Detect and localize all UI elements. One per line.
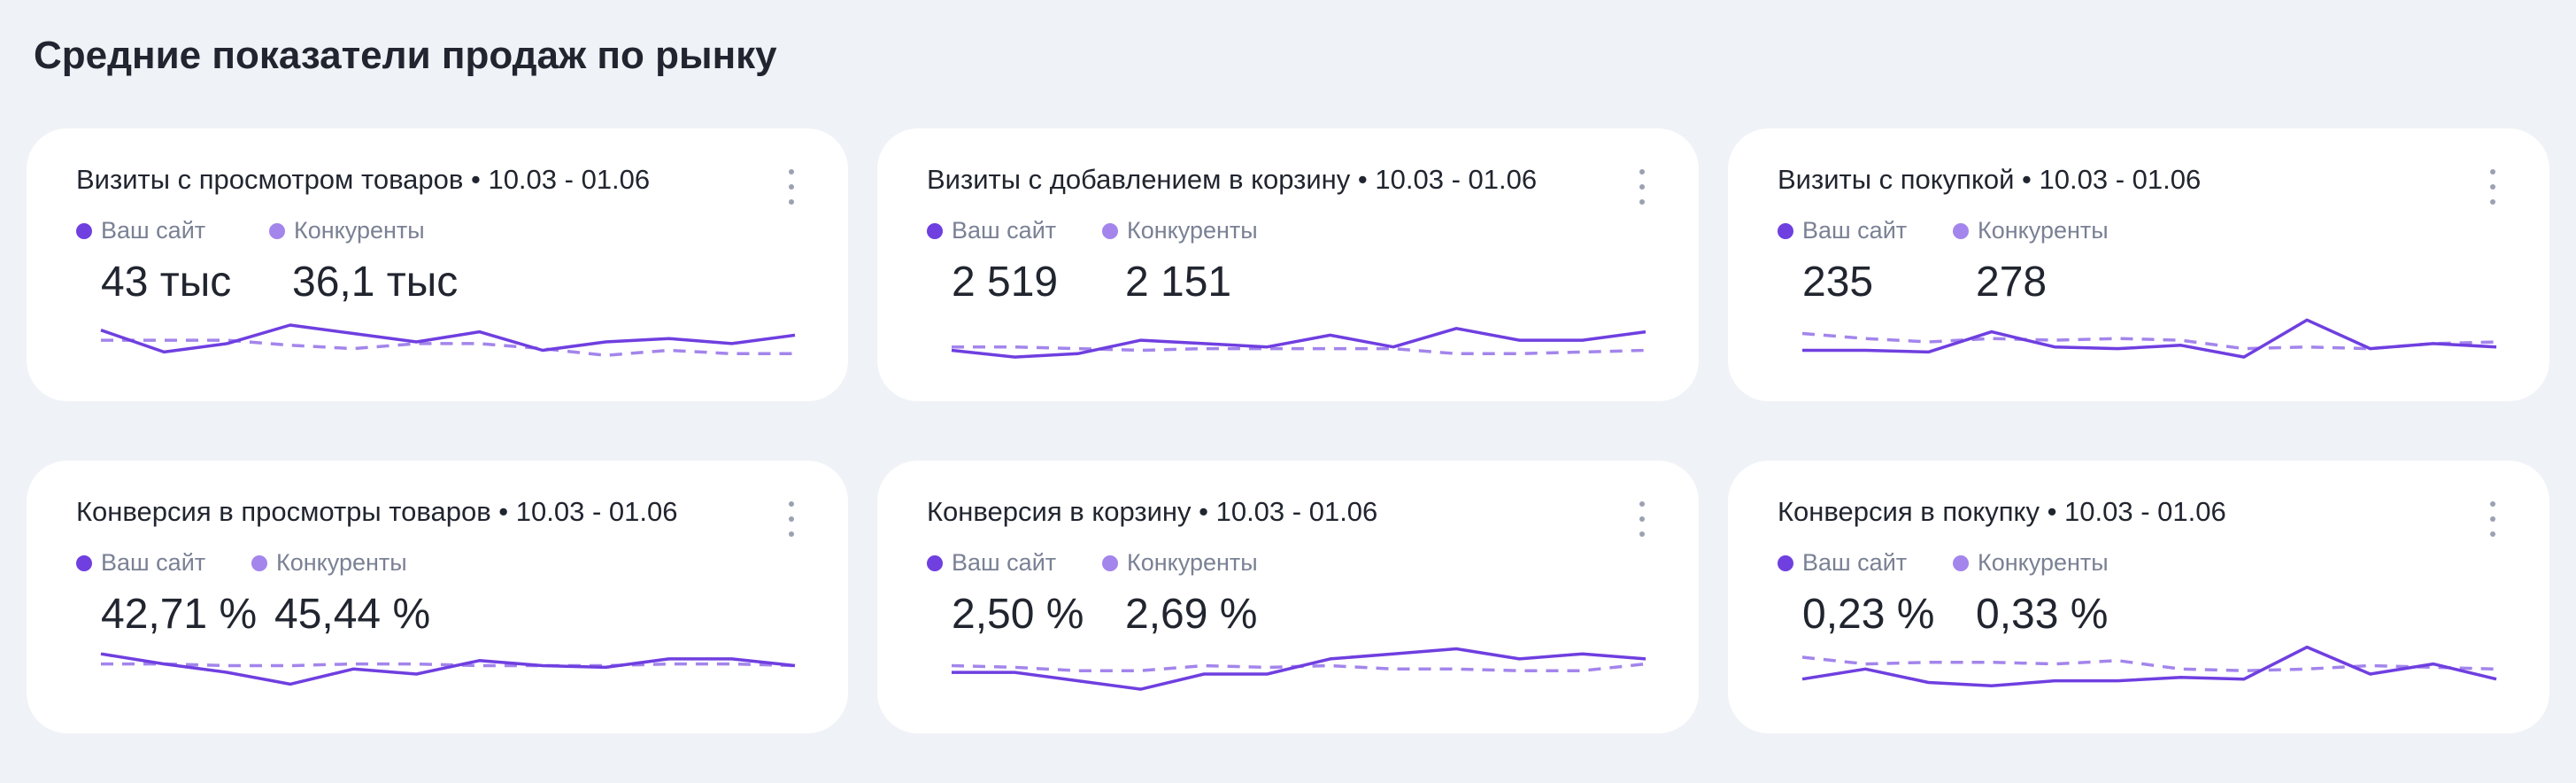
page-title: Средние показатели продаж по рынку [34, 34, 777, 77]
legend-own-label: Ваш сайт [1802, 549, 1908, 576]
competitors-series-line [101, 662, 796, 668]
legend-own: Ваш сайт [1778, 217, 1907, 244]
own-series-line [951, 327, 1647, 359]
more-menu-icon[interactable] [783, 169, 800, 205]
legend-own: Ваш сайт [927, 549, 1056, 577]
legend-competitors-label: Конкуренты [1978, 217, 2109, 244]
own-dot-icon [927, 222, 943, 239]
competitors-value: 2,69 % [1125, 591, 1258, 638]
card-title: Конверсия в просмотры товаров • 10.03 - … [76, 496, 678, 527]
legend-competitors-label: Конкуренты [294, 217, 425, 244]
own-value: 0,23 % [1802, 591, 1935, 638]
own-dot-icon [76, 222, 92, 239]
own-series-line [100, 323, 796, 354]
own-value: 235 [1802, 259, 1874, 306]
legend-own-label: Ваш сайт [952, 217, 1057, 244]
card-title: Визиты с просмотром товаров • 10.03 - 01… [76, 164, 651, 195]
sparkline-chart [1801, 645, 2497, 688]
sparkline-chart [951, 327, 1647, 359]
own-dot-icon [927, 554, 943, 571]
competitors-value: 0,33 % [1976, 591, 2109, 638]
metric-card: Визиты с просмотром товаров • 10.03 - 01… [27, 128, 848, 401]
legend-competitors: Конкуренты [1953, 549, 2109, 577]
competitors-dot-icon [1102, 222, 1118, 239]
sparkline-chart [951, 647, 1647, 691]
more-menu-icon[interactable] [2484, 169, 2502, 205]
own-series-line [1802, 318, 2497, 359]
competitors-dot-icon [251, 554, 267, 571]
legend-competitors-label: Конкуренты [1127, 549, 1258, 576]
metric-card: Визиты с покупкой • 10.03 - 01.06 Ваш са… [1728, 128, 2549, 401]
more-menu-icon[interactable] [1633, 501, 1651, 537]
legend-competitors-label: Конкуренты [1978, 549, 2109, 576]
sparkline-chart [1801, 318, 2497, 359]
own-series-line [952, 647, 1647, 691]
legend-competitors: Конкуренты [269, 217, 425, 244]
own-dot-icon [1778, 554, 1793, 571]
legend-own-label: Ваш сайт [101, 549, 206, 576]
card-title: Визиты с добавлением в корзину • 10.03 -… [927, 164, 1538, 195]
competitors-series-line [1801, 655, 2497, 672]
own-value: 43 тыс [101, 259, 232, 306]
own-value: 2 519 [952, 259, 1059, 306]
legend-competitors-label: Конкуренты [276, 549, 407, 576]
competitors-value: 45,44 % [274, 591, 431, 638]
card-title: Конверсия в покупку • 10.03 - 01.06 [1778, 496, 2226, 527]
metric-card: Конверсия в корзину • 10.03 - 01.06 Ваш … [877, 461, 1699, 733]
legend-own: Ваш сайт [927, 217, 1056, 244]
competitors-value: 36,1 тыс [292, 259, 459, 306]
legend-competitors: Конкуренты [1102, 549, 1258, 577]
competitors-dot-icon [1953, 554, 1969, 571]
own-value: 2,50 % [952, 591, 1084, 638]
legend-competitors: Конкуренты [1953, 217, 2109, 244]
competitors-series-line [952, 345, 1647, 356]
own-dot-icon [1778, 222, 1793, 239]
legend-competitors: Конкуренты [1102, 217, 1258, 244]
card-title: Визиты с покупкой • 10.03 - 01.06 [1778, 164, 2202, 195]
own-series-line [100, 652, 796, 686]
metric-card: Конверсия в просмотры товаров • 10.03 - … [27, 461, 848, 733]
sparkline-chart [100, 652, 796, 686]
metric-card: Конверсия в покупку • 10.03 - 01.06 Ваш … [1728, 461, 2549, 733]
legend-competitors: Конкуренты [251, 549, 407, 577]
legend-own-label: Ваш сайт [101, 217, 206, 244]
competitors-series-line [101, 338, 795, 357]
competitors-dot-icon [1102, 554, 1118, 571]
legend-own: Ваш сайт [1778, 549, 1907, 577]
card-title: Конверсия в корзину • 10.03 - 01.06 [927, 496, 1378, 527]
more-menu-icon[interactable] [783, 501, 800, 537]
more-menu-icon[interactable] [2484, 501, 2502, 537]
competitors-dot-icon [269, 222, 285, 239]
own-dot-icon [76, 554, 92, 571]
competitors-dot-icon [1953, 222, 1969, 239]
legend-own: Ваш сайт [76, 217, 205, 244]
legend-own: Ваш сайт [76, 549, 205, 577]
metric-card: Визиты с добавлением в корзину • 10.03 -… [877, 128, 1699, 401]
legend-own-label: Ваш сайт [1802, 217, 1908, 244]
competitors-value: 278 [1976, 259, 2048, 306]
sparkline-chart [100, 323, 796, 357]
more-menu-icon[interactable] [1633, 169, 1651, 205]
legend-own-label: Ваш сайт [952, 549, 1057, 576]
own-series-line [1801, 645, 2497, 688]
legend-competitors-label: Конкуренты [1127, 217, 1258, 244]
own-value: 42,71 % [101, 591, 258, 638]
competitors-value: 2 151 [1125, 259, 1232, 306]
